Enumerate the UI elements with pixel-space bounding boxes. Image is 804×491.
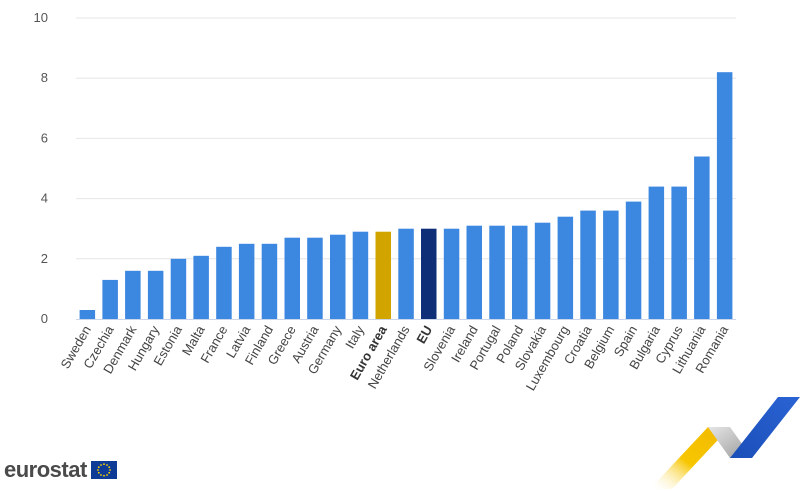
bar-belgium	[603, 210, 619, 319]
y-tick-label: 6	[41, 130, 48, 145]
bar-bulgaria	[648, 186, 665, 319]
bar-malta	[193, 255, 209, 319]
y-tick-label: 2	[41, 251, 48, 266]
bar-slovenia	[443, 228, 460, 319]
bar-france	[216, 246, 232, 319]
bar-cyprus	[671, 186, 687, 319]
y-tick-label: 8	[41, 70, 48, 85]
bar-austria	[307, 237, 323, 319]
y-tick-label: 4	[41, 191, 48, 206]
y-axis-ticks: 0 2 4 6 8 10	[34, 10, 48, 326]
bar-slovakia	[534, 222, 551, 319]
bar-croatia	[580, 210, 596, 319]
bar-denmark	[125, 270, 141, 319]
brand-name: eurostat	[4, 457, 87, 482]
bar-spain	[625, 201, 642, 319]
bar-ireland	[466, 225, 482, 319]
bar-lithuania	[694, 156, 710, 319]
bar-italy	[352, 231, 369, 319]
bar-portugal	[489, 225, 505, 319]
bar-hungary	[147, 270, 164, 319]
bar-euro-area	[375, 231, 391, 319]
x-tick-label: EU	[413, 323, 435, 346]
y-tick-label: 10	[34, 10, 48, 25]
bar-greece	[284, 237, 300, 319]
bar-netherlands	[398, 228, 414, 319]
bar-germany	[330, 234, 346, 319]
bar-estonia	[170, 258, 187, 319]
bar-eu	[421, 228, 437, 319]
bars	[79, 72, 733, 320]
bar-sweden	[79, 310, 96, 319]
bar-poland	[512, 225, 528, 319]
y-tick-label: 0	[41, 311, 48, 326]
x-axis-labels: SwedenCzechiaDenmarkHungaryEstoniaMaltaF…	[57, 322, 731, 393]
bar-czechia	[102, 279, 118, 319]
bar-luxembourg	[557, 216, 574, 319]
bar-latvia	[238, 243, 255, 320]
eu-flag-icon	[90, 461, 117, 479]
eurostat-swoosh-graphic	[650, 397, 800, 489]
eurostat-logo: eurostat	[4, 455, 117, 485]
bar-finland	[261, 243, 278, 320]
bar-romania	[716, 72, 733, 319]
